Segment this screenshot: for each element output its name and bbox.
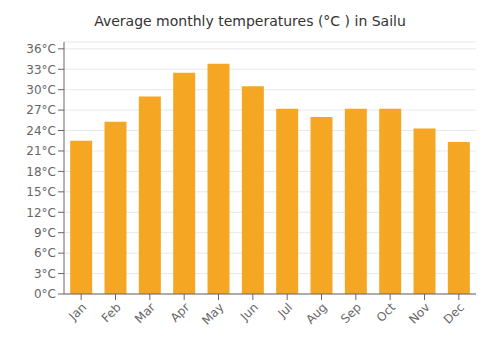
- svg-text:21°C: 21°C: [26, 144, 56, 158]
- svg-text:Sep: Sep: [338, 300, 364, 326]
- svg-text:Jan: Jan: [66, 300, 90, 324]
- svg-text:Jul: Jul: [274, 300, 295, 321]
- svg-text:36°C: 36°C: [26, 42, 56, 56]
- svg-text:May: May: [199, 300, 226, 327]
- svg-text:Aug: Aug: [303, 300, 329, 326]
- svg-text:18°C: 18°C: [26, 165, 56, 179]
- svg-text:24°C: 24°C: [26, 124, 56, 138]
- svg-text:Mar: Mar: [132, 300, 158, 326]
- svg-text:33°C: 33°C: [26, 63, 56, 77]
- svg-text:6°C: 6°C: [34, 246, 56, 260]
- svg-text:Dec: Dec: [441, 300, 467, 326]
- svg-text:Feb: Feb: [99, 300, 124, 325]
- svg-text:3°C: 3°C: [34, 267, 56, 281]
- svg-text:Oct: Oct: [374, 300, 399, 325]
- svg-text:12°C: 12°C: [26, 206, 56, 220]
- svg-text:Apr: Apr: [168, 300, 193, 325]
- svg-text:Nov: Nov: [406, 300, 432, 326]
- svg-text:30°C: 30°C: [26, 83, 56, 97]
- svg-text:Jun: Jun: [237, 300, 261, 324]
- svg-text:0°C: 0°C: [34, 287, 56, 301]
- svg-text:9°C: 9°C: [34, 226, 56, 240]
- html-text:Average monthly temperatures (: Average monthly temperatures (°C ) in Sa…: [94, 13, 406, 29]
- svg-text:15°C: 15°C: [26, 185, 56, 199]
- svg-text:27°C: 27°C: [26, 103, 56, 117]
